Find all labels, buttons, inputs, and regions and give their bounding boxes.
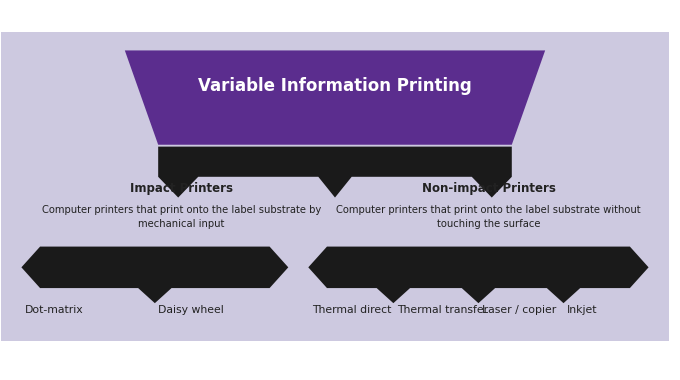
Polygon shape [158, 147, 512, 198]
Text: Laser / copier: Laser / copier [481, 305, 556, 315]
Text: Daisy wheel: Daisy wheel [158, 305, 224, 315]
Polygon shape [125, 51, 545, 145]
Text: Impact Printers: Impact Printers [130, 182, 233, 195]
Text: Non-impact Printers: Non-impact Printers [422, 182, 556, 195]
Polygon shape [21, 247, 288, 303]
Text: Thermal direct: Thermal direct [311, 305, 391, 315]
Text: Computer printers that print onto the label substrate without
touching the surfa: Computer printers that print onto the la… [336, 205, 641, 229]
Text: Variable Information Printing: Variable Information Printing [198, 77, 472, 95]
Text: Inkjet: Inkjet [567, 305, 597, 315]
Text: Dot-matrix: Dot-matrix [24, 305, 84, 315]
Bar [1, 32, 668, 341]
Polygon shape [308, 247, 649, 303]
Text: Computer printers that print onto the label substrate by
mechanical input: Computer printers that print onto the la… [42, 205, 321, 229]
Text: Thermal transfer: Thermal transfer [396, 305, 488, 315]
